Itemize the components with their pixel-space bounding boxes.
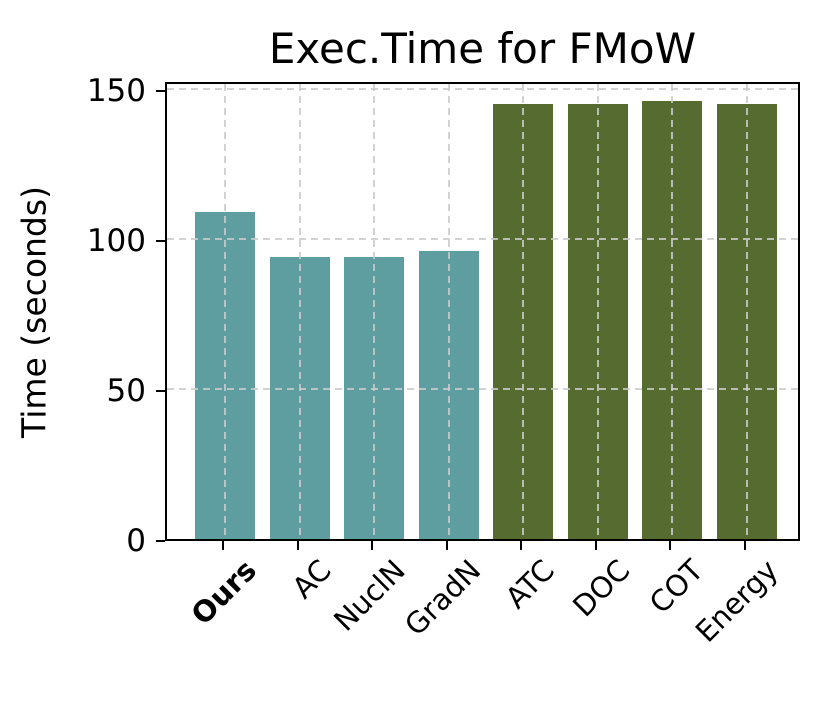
horizontal-gridline (167, 238, 798, 240)
x-tick-label-text: GradN (397, 553, 488, 643)
x-tick-mark (222, 541, 224, 550)
x-tick-label-text: DOC (565, 553, 637, 624)
x-tick-label-text: Energy (689, 553, 786, 649)
vertical-gridline (373, 84, 375, 539)
x-tick-label-text: ATC (498, 553, 562, 616)
x-tick-mark (744, 541, 746, 550)
x-tick-mark (371, 541, 373, 550)
x-tick-mark (446, 541, 448, 550)
x-tick-label-text: NuclN (327, 553, 413, 638)
horizontal-gridline (167, 88, 798, 90)
y-tick-mark (156, 390, 165, 392)
y-tick-label: 100 (86, 223, 146, 259)
y-tick-label: 150 (86, 73, 146, 109)
x-tick-label-text: Ours (184, 553, 264, 632)
y-tick-mark (156, 240, 165, 242)
horizontal-gridline (167, 388, 798, 390)
y-tick-mark (156, 540, 165, 542)
x-tick-mark (595, 541, 597, 550)
x-tick-label-text: COT (643, 553, 711, 621)
y-tick-label: 0 (126, 523, 146, 559)
vertical-gridline (522, 84, 524, 539)
vertical-gridline (671, 84, 673, 539)
vertical-gridline (597, 84, 599, 539)
vertical-gridline (299, 84, 301, 539)
vertical-gridline (448, 84, 450, 539)
x-tick-mark (297, 541, 299, 550)
x-tick-label-text: AC (286, 553, 339, 606)
y-tick-mark (156, 90, 165, 92)
x-tick-mark (669, 541, 671, 550)
chart-title: Exec.Time for FMoW (268, 24, 697, 73)
vertical-gridline (224, 84, 226, 539)
x-tick-mark (520, 541, 522, 550)
y-tick-label: 50 (106, 373, 146, 409)
plot-area (165, 82, 800, 541)
vertical-gridline (746, 84, 748, 539)
